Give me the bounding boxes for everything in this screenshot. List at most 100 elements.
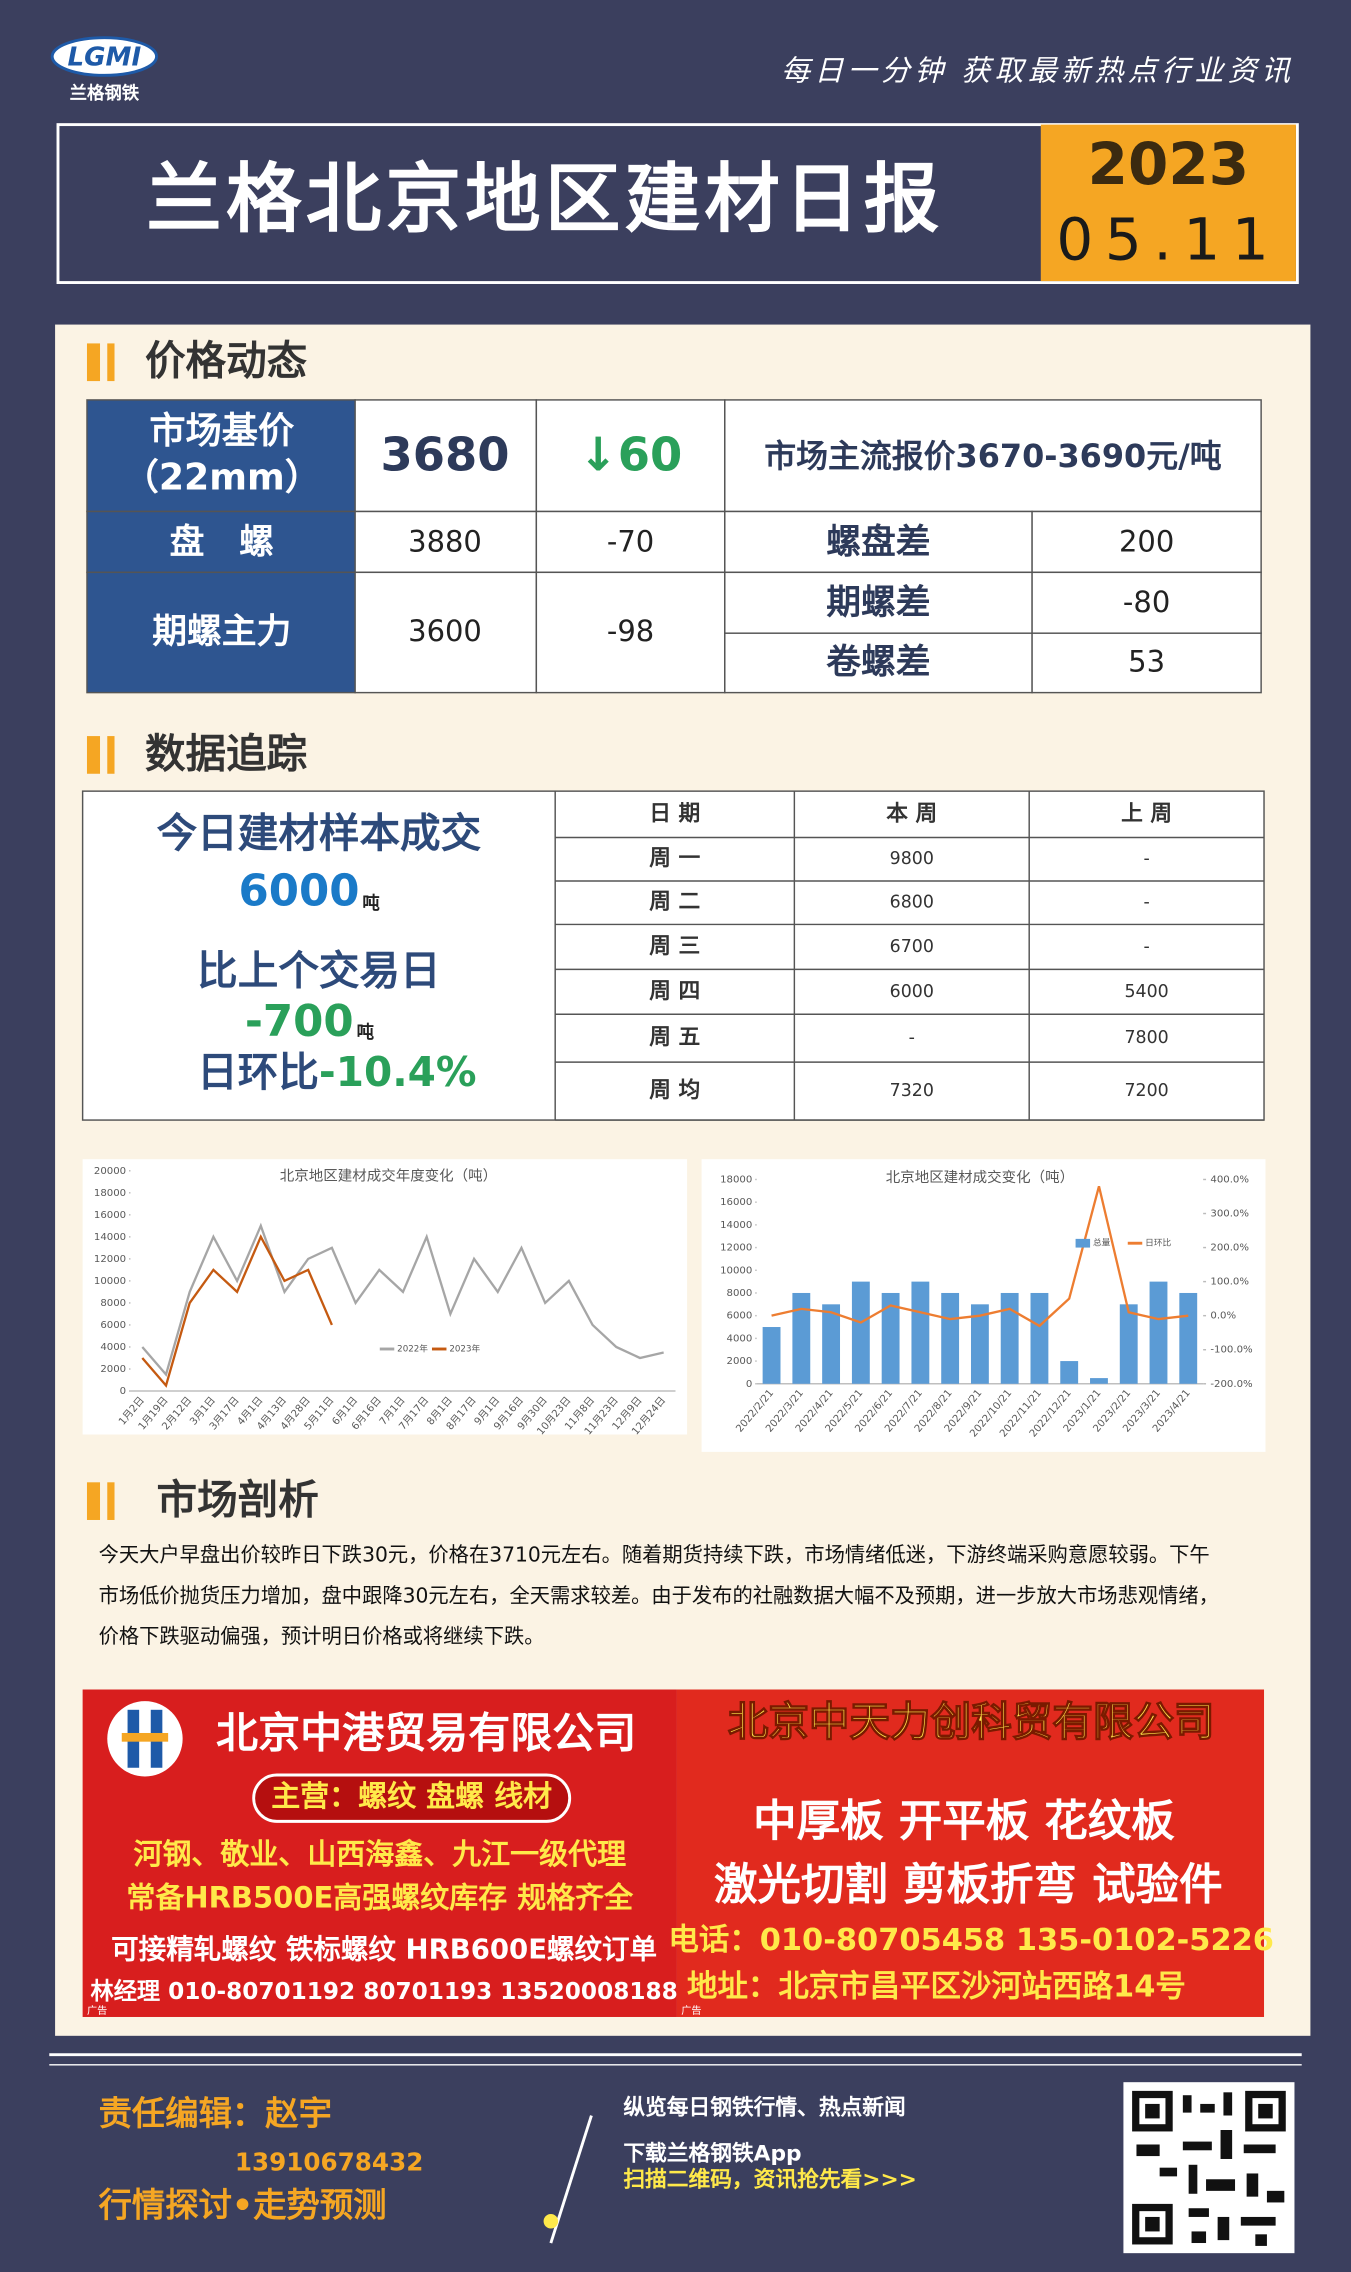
bar [1030, 1292, 1049, 1384]
heading-icon [86, 343, 101, 382]
ad-line: 可接精轧螺纹 铁标螺纹 HRB600E螺纹订单 [111, 1933, 657, 1965]
summary-value: -700 [245, 997, 354, 1047]
y-tick-label: 10000 [720, 1265, 752, 1276]
bar [1000, 1292, 1019, 1384]
series-line [141, 1234, 333, 1388]
y2-tick-label: -200.0% [1210, 1379, 1253, 1390]
y-tick-label: 12000 [720, 1243, 752, 1254]
y-tick-label: 20000 [94, 1166, 126, 1177]
y-tick-label: 10000 [94, 1276, 126, 1287]
ad-logo [121, 1732, 169, 1742]
y-tick-label: 2000 [727, 1356, 753, 1367]
bar [1119, 1304, 1138, 1384]
row-label: 期螺主力 [152, 612, 291, 652]
spread-value: 200 [1119, 524, 1174, 558]
bar [970, 1304, 989, 1384]
ad-company: 北京中天力创科贸有限公司 [728, 1697, 1215, 1745]
cell [724, 632, 1033, 694]
price-change: -70 [607, 524, 654, 558]
bar [1090, 1378, 1108, 1384]
mainstream-price: 市场主流报价3670-3690元/吨 [764, 437, 1222, 475]
legend-label: 2023年 [449, 1343, 480, 1355]
cell [86, 399, 356, 513]
promo: 下载兰格钢铁App [623, 2141, 801, 2167]
price-value: 3880 [408, 524, 482, 558]
y2-tick-label: 0.0% [1210, 1311, 1236, 1322]
ad-pill [252, 1773, 572, 1823]
ad-contact: 林经理 010-80701192 80701193 13520008188 [91, 1978, 678, 2005]
section-heading: 市场剖析 [157, 1476, 319, 1524]
y-tick-label: 12000 [94, 1254, 126, 1265]
ad-line: 河钢、敬业、山西海鑫、九江一级代理 [133, 1837, 626, 1871]
logo-text: LGMI [68, 42, 142, 72]
y2-tick-label: 300.0% [1210, 1209, 1249, 1220]
table-cell: - [1143, 937, 1149, 957]
row-label: 周 三 [649, 934, 700, 959]
ad-line: 激光切割 剪板折弯 试验件 [714, 1861, 1223, 1911]
row-label: 盘 螺 [170, 521, 274, 562]
table-cell: 7800 [1124, 1028, 1168, 1048]
bar [911, 1281, 930, 1384]
table-cell: - [1143, 893, 1149, 913]
section-heading: 数据追踪 [145, 729, 308, 777]
ad-company: 北京中港贸易有限公司 [216, 1708, 636, 1757]
bar [1149, 1281, 1168, 1384]
chart-title: 北京地区建材成交年度变化（吨） [280, 1167, 497, 1185]
bar [851, 1281, 870, 1384]
bar [881, 1292, 900, 1384]
summary-label: 比上个交易日 [197, 947, 440, 995]
y-tick-label: 8000 [100, 1298, 126, 1309]
ad-phone: 电话：010-80705458 135-0102-5226 [668, 1923, 1274, 1958]
y-tick-label: 16000 [94, 1210, 126, 1221]
logo-badge [50, 36, 159, 77]
base-change: ↓60 [579, 427, 682, 481]
chart-frame [82, 1159, 688, 1435]
ad-right [676, 1689, 1265, 2017]
table-header: 日 期 [649, 801, 700, 826]
analysis-text: 市场低价抛货压力增加，盘中跟降30元左右，全天需求较差。由于发布的社融数据大幅不… [99, 1583, 1219, 1607]
promo: 纵览每日钢铁行情、热点新闻 [623, 2094, 905, 2120]
date: 05.11 [1056, 206, 1280, 274]
bar [1060, 1361, 1079, 1384]
base-price: 3680 [380, 427, 509, 481]
bar [941, 1292, 960, 1384]
title: 兰格北京地区建材日报 [146, 155, 943, 243]
heading-icon [107, 736, 115, 774]
bar [1179, 1292, 1198, 1384]
qr-pattern [1132, 2090, 1286, 2246]
slogan: 每日一分钟 获取最新热点行业资讯 [781, 53, 1294, 87]
chart-title: 北京地区建材成交变化（吨） [886, 1168, 1074, 1186]
editor: 责任编辑：赵宇 [99, 2094, 332, 2133]
table-cell: 7320 [890, 1081, 934, 1101]
table-cell: 6800 [890, 893, 934, 913]
analysis-text: 价格下跌驱动偏强，预计明日价格或将继续下跌。 [99, 1624, 545, 1648]
y2-tick-label: -100.0% [1210, 1345, 1253, 1356]
summary-label: 日环比 [197, 1048, 319, 1096]
legend-swatch [1075, 1238, 1091, 1248]
section-heading: 价格动态 [145, 337, 308, 385]
ad-line: 中厚板 开平板 花纹板 [753, 1797, 1175, 1847]
series-line [141, 1222, 664, 1377]
table-cell: 5400 [1124, 982, 1168, 1002]
cell [724, 510, 1033, 574]
row-label: 周 二 [649, 890, 700, 915]
spread-label: 期螺差 [826, 583, 930, 623]
y-tick-label: 0 [120, 1386, 126, 1397]
summary-value: -10.4% [319, 1048, 477, 1096]
y-tick-label: 0 [746, 1379, 752, 1390]
price-table: 市场基价 （22mm） 3680 ↓60 市场主流报价3670-3690元/吨 … [86, 399, 1262, 694]
table-header: 上 周 [1121, 801, 1172, 826]
row-label: 周 四 [649, 979, 700, 1004]
footer-slogan: 行情探讨•走势预测 [99, 2185, 387, 2224]
y-tick-label: 4000 [100, 1342, 126, 1353]
tracking-frame [81, 790, 1265, 1121]
price-value: 3600 [408, 614, 482, 648]
cell [86, 571, 356, 694]
ad-address: 地址：北京市昌平区沙河站西路14号 [687, 1969, 1186, 2005]
y-tick-label: 18000 [94, 1188, 126, 1199]
logo-name: 兰格钢铁 [70, 83, 140, 104]
bar [792, 1292, 811, 1384]
row-label: 周 一 [649, 846, 700, 871]
